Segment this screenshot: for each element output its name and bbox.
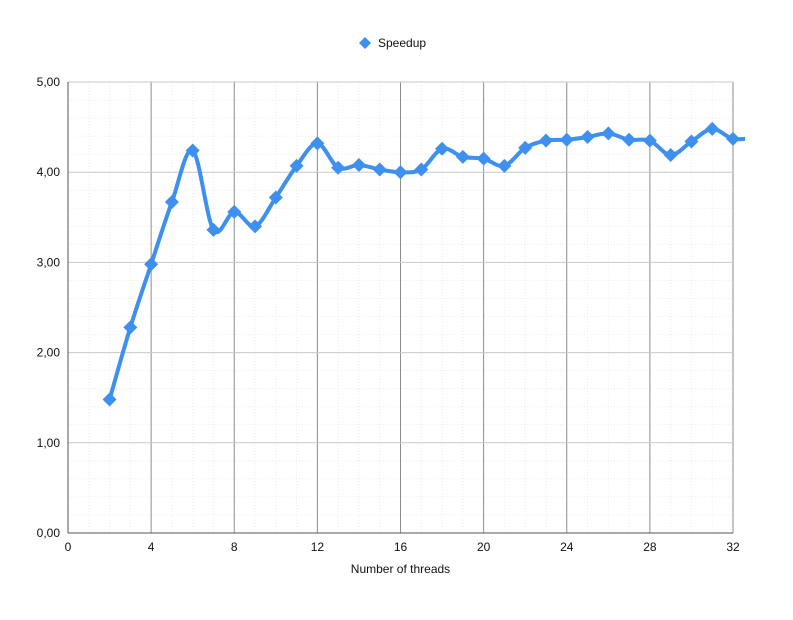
data-point-speedup <box>747 131 761 145</box>
data-point-speedup <box>476 151 491 166</box>
axes <box>67 82 733 534</box>
x-tick-label: 32 <box>726 540 740 554</box>
data-point-speedup <box>144 257 159 272</box>
x-tick-label: 28 <box>643 540 657 554</box>
data-point-speedup <box>435 141 450 156</box>
data-point-speedup <box>123 320 138 335</box>
data-point-speedup <box>414 162 429 177</box>
data-point-speedup <box>248 219 263 234</box>
x-tick-label: 8 <box>231 540 238 554</box>
x-tick-label: 20 <box>477 540 491 554</box>
data-point-speedup <box>310 136 325 151</box>
data-point-speedup <box>559 132 574 147</box>
x-tick-label: 4 <box>148 540 155 554</box>
y-tick-labels: 0,00 1,00 2,00 3,00 4,00 5,00 <box>37 75 61 540</box>
data-point-speedup <box>580 130 595 145</box>
data-point-speedup <box>601 126 616 141</box>
series-layer <box>102 121 761 407</box>
data-point-speedup <box>185 143 200 158</box>
major-grid <box>68 81 734 533</box>
x-tick-label: 24 <box>560 540 574 554</box>
data-point-speedup <box>538 133 553 148</box>
x-tick-label: 12 <box>311 540 325 554</box>
x-axis-title: Number of threads <box>351 562 450 576</box>
data-point-speedup <box>164 194 179 209</box>
y-tick-label: 2,00 <box>37 346 61 360</box>
data-point-speedup <box>351 157 366 172</box>
legend-label-speedup: Speedup <box>378 36 426 50</box>
x-tick-label: 16 <box>394 540 408 554</box>
data-point-speedup <box>206 222 221 237</box>
legend-marker-speedup <box>359 37 371 49</box>
data-point-speedup <box>227 204 242 219</box>
data-point-speedup <box>684 134 699 149</box>
data-point-speedup <box>455 149 470 164</box>
data-point-speedup <box>705 121 720 136</box>
x-tick-label: 0 <box>65 540 72 554</box>
data-point-speedup <box>497 158 512 173</box>
data-point-speedup <box>102 392 117 407</box>
data-point-speedup <box>642 133 657 148</box>
y-tick-label: 1,00 <box>37 436 61 450</box>
data-point-speedup <box>726 131 740 146</box>
data-point-speedup <box>331 160 346 175</box>
y-tick-label: 0,00 <box>37 526 61 540</box>
data-point-speedup <box>622 132 637 147</box>
series-line-speedup <box>107 126 745 402</box>
y-tick-label: 3,00 <box>37 255 61 269</box>
y-tick-label: 5,00 <box>37 75 61 89</box>
minor-grid <box>68 82 733 533</box>
y-tick-label: 4,00 <box>37 165 61 179</box>
series-clip-group <box>102 121 761 407</box>
legend: Speedup <box>359 36 426 50</box>
data-point-speedup <box>393 165 408 180</box>
data-point-speedup <box>663 148 678 163</box>
data-point-speedup <box>268 190 283 205</box>
data-point-speedup <box>289 158 304 173</box>
data-point-speedup <box>518 140 533 155</box>
x-tick-labels: 0 4 8 12 16 20 24 28 32 <box>65 540 740 554</box>
data-point-speedup <box>372 162 387 177</box>
